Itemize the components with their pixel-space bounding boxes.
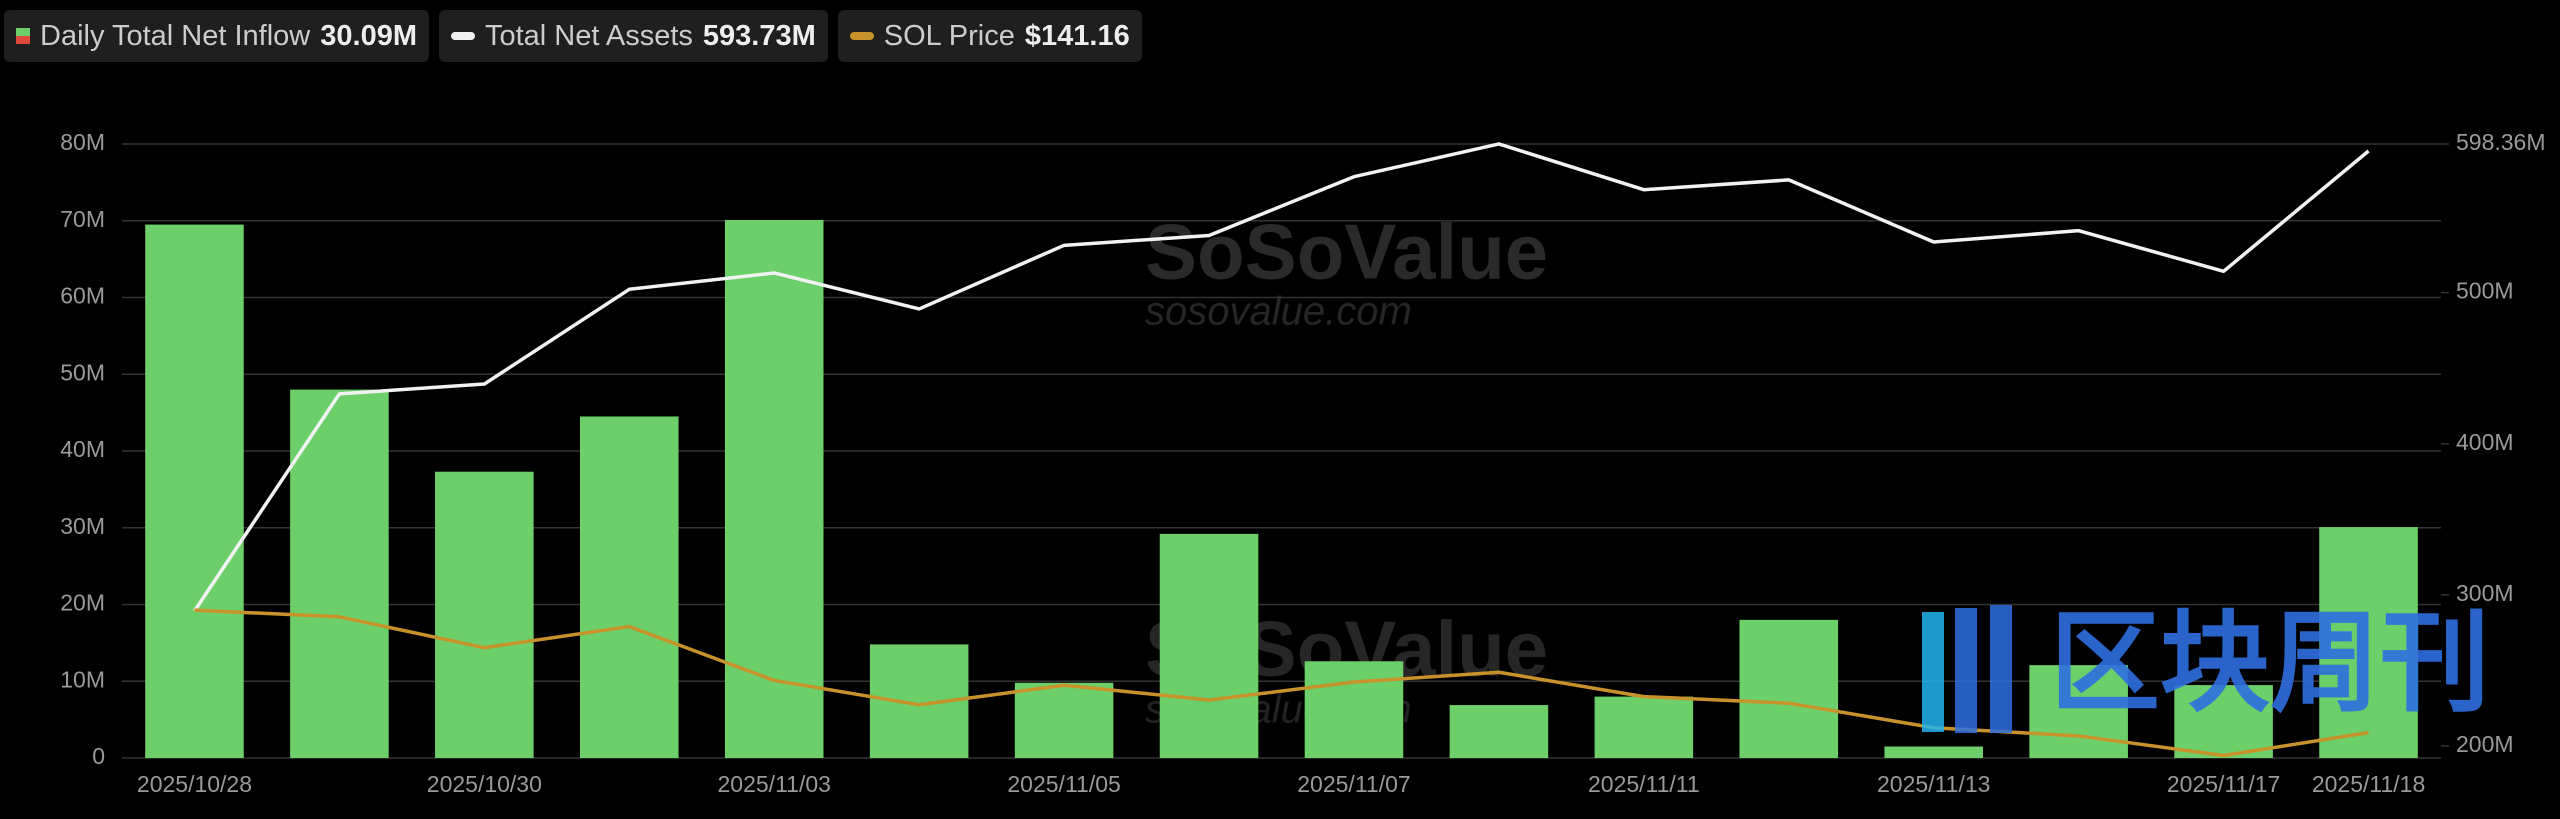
y-tick-label: 70M — [60, 206, 105, 232]
legend-value: 30.09M — [320, 19, 417, 52]
legend-label: Total Net Assets — [484, 19, 693, 52]
legend-item[interactable]: SOL Price $141.16 — [837, 10, 1142, 62]
legend-item[interactable]: Daily Total Net Inflow 30.09M — [4, 10, 429, 62]
bar — [1449, 705, 1549, 758]
y-tick-label: 20M — [60, 590, 105, 616]
bar — [1304, 661, 1404, 758]
legend-label: SOL Price — [883, 19, 1015, 52]
bar — [1884, 746, 1983, 758]
x-tick-label: 2025/11/07 — [1297, 771, 1410, 797]
bar — [1739, 619, 1839, 758]
bar — [1159, 533, 1259, 758]
x-tick-label: 2025/11/03 — [718, 771, 831, 797]
legend-label: Daily Total Net Inflow — [40, 19, 311, 52]
x-tick-label: 2025/10/30 — [427, 771, 542, 797]
legend-value: $141.16 — [1024, 19, 1130, 52]
bar — [435, 471, 534, 758]
y-tick-label: 80M — [60, 129, 105, 155]
bar — [724, 219, 824, 759]
y2-tick-label: 500M — [2456, 278, 2514, 304]
x-tick-label: 2025/11/11 — [1588, 771, 1700, 797]
legend-value: 593.73M — [702, 19, 816, 52]
watermark: SoSoValue — [1145, 208, 1548, 296]
y2-tick-label: 400M — [2456, 429, 2514, 455]
legend-icon — [450, 32, 475, 40]
legend-item[interactable]: Total Net Assets 593.73M — [438, 10, 828, 62]
legend-icon — [16, 28, 30, 44]
y-tick-label: 30M — [60, 513, 105, 539]
y-tick-label: 50M — [60, 359, 105, 385]
watermark: sosovalue.com — [1145, 290, 1412, 334]
y2-tick-label: 200M — [2456, 731, 2514, 757]
legend: Daily Total Net Inflow 30.09M Total Net A… — [4, 10, 1142, 62]
y2-tick-label: 300M — [2456, 580, 2514, 606]
bar — [290, 389, 389, 758]
x-tick-label: 2025/11/17 — [2167, 771, 2280, 797]
y-tick-label: 60M — [60, 283, 105, 309]
line — [193, 142, 2370, 612]
legend-icon — [849, 32, 874, 40]
x-tick-label: 2025/11/18 — [2312, 771, 2425, 797]
x-tick-label: 2025/11/05 — [1007, 771, 1120, 797]
bar — [145, 224, 244, 758]
bar — [2029, 665, 2128, 758]
y-tick-label: 40M — [60, 436, 105, 462]
y2-tick-label: 598.36M — [2456, 129, 2546, 155]
y-tick-label: 10M — [60, 666, 105, 692]
bar — [1014, 682, 1114, 758]
bar — [580, 416, 679, 758]
bar — [2174, 685, 2273, 758]
y-tick-label: 0 — [92, 743, 105, 769]
x-tick-label: 2025/11/13 — [1877, 771, 1990, 797]
x-tick-label: 2025/10/28 — [137, 771, 252, 797]
bar — [2319, 527, 2418, 758]
bar — [1594, 696, 1694, 758]
